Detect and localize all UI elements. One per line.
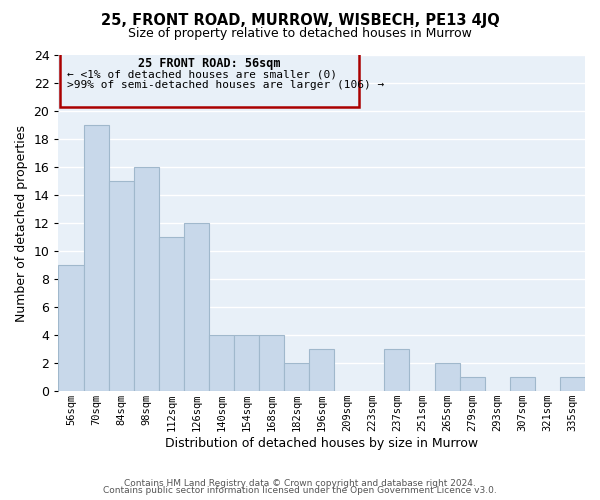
Bar	[460, 377, 485, 391]
Bar	[259, 335, 284, 391]
Bar	[109, 181, 134, 391]
Bar	[159, 237, 184, 391]
Text: Contains public sector information licensed under the Open Government Licence v3: Contains public sector information licen…	[103, 486, 497, 495]
Bar	[434, 363, 460, 391]
Bar	[134, 167, 159, 391]
X-axis label: Distribution of detached houses by size in Murrow: Distribution of detached houses by size …	[165, 437, 478, 450]
Text: 25 FRONT ROAD: 56sqm: 25 FRONT ROAD: 56sqm	[138, 57, 281, 70]
Bar	[510, 377, 535, 391]
Bar	[234, 335, 259, 391]
Bar	[385, 349, 409, 391]
Bar	[209, 335, 234, 391]
Text: ← <1% of detached houses are smaller (0): ← <1% of detached houses are smaller (0)	[67, 69, 337, 79]
Text: Size of property relative to detached houses in Murrow: Size of property relative to detached ho…	[128, 28, 472, 40]
Bar	[60, 52, 359, 107]
Bar	[284, 363, 309, 391]
Bar	[560, 377, 585, 391]
Text: >99% of semi-detached houses are larger (106) →: >99% of semi-detached houses are larger …	[67, 80, 385, 90]
Text: Contains HM Land Registry data © Crown copyright and database right 2024.: Contains HM Land Registry data © Crown c…	[124, 478, 476, 488]
Bar	[83, 125, 109, 391]
Y-axis label: Number of detached properties: Number of detached properties	[15, 124, 28, 322]
Bar	[309, 349, 334, 391]
Bar	[58, 265, 83, 391]
Text: 25, FRONT ROAD, MURROW, WISBECH, PE13 4JQ: 25, FRONT ROAD, MURROW, WISBECH, PE13 4J…	[101, 12, 499, 28]
Bar	[184, 223, 209, 391]
